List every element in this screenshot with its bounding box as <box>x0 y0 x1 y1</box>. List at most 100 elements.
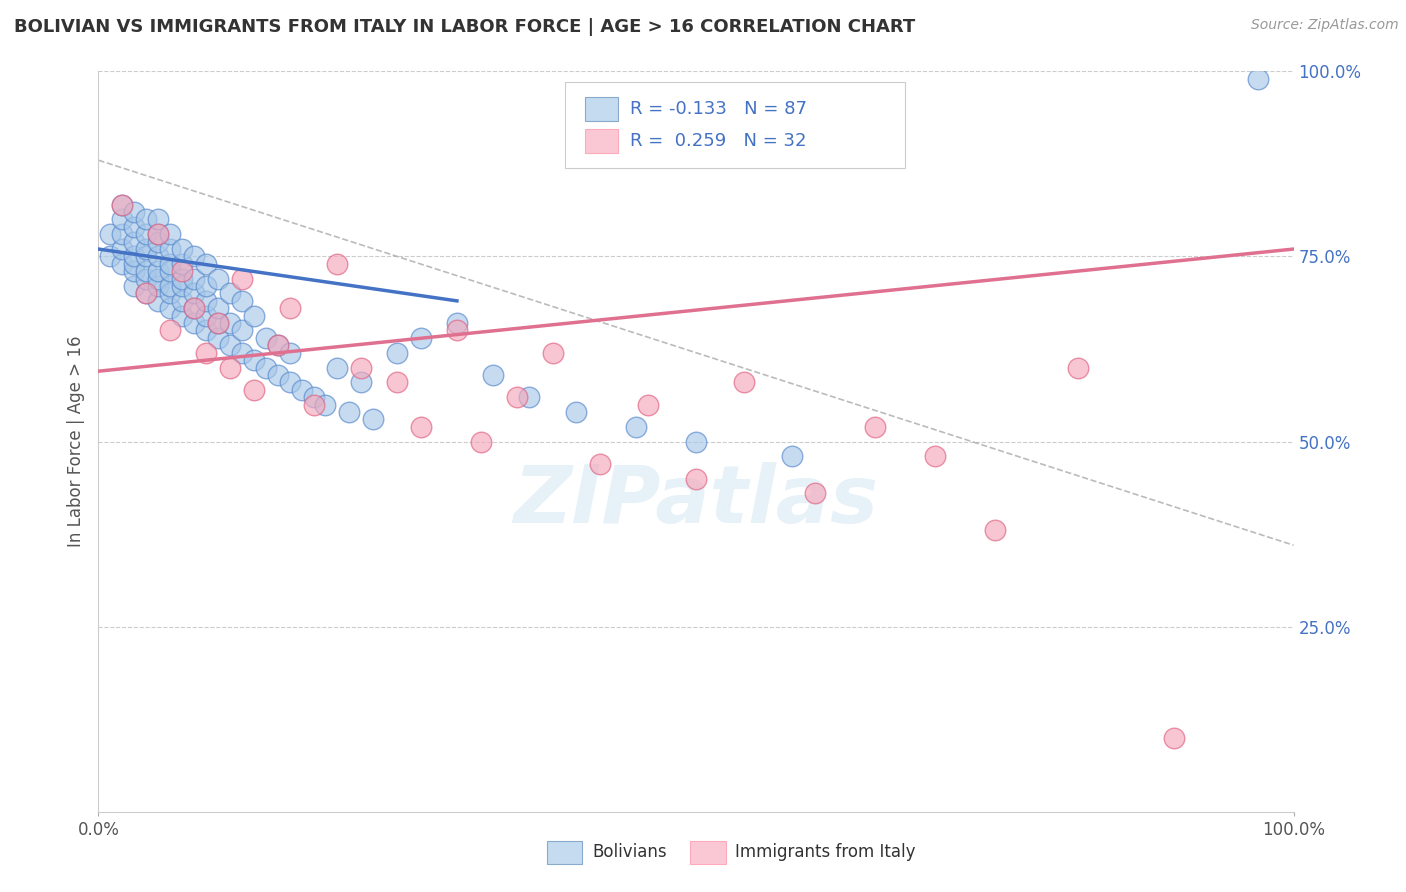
Point <box>195 324 218 338</box>
Point <box>267 368 290 382</box>
FancyBboxPatch shape <box>565 82 905 168</box>
Point <box>1247 71 1270 86</box>
Point <box>470 434 492 449</box>
Point <box>148 227 170 242</box>
Text: Source: ZipAtlas.com: Source: ZipAtlas.com <box>1251 18 1399 32</box>
Point <box>111 212 134 227</box>
Point <box>481 368 505 382</box>
Point <box>98 227 122 242</box>
Point <box>159 286 181 301</box>
Text: Bolivians: Bolivians <box>592 844 666 862</box>
Point <box>243 353 266 368</box>
Point <box>243 383 266 397</box>
Y-axis label: In Labor Force | Age > 16: In Labor Force | Age > 16 <box>66 335 84 548</box>
Point <box>172 293 194 308</box>
Point <box>231 345 253 359</box>
Point <box>541 345 564 359</box>
Point <box>219 316 242 330</box>
Text: BOLIVIAN VS IMMIGRANTS FROM ITALY IN LABOR FORCE | AGE > 16 CORRELATION CHART: BOLIVIAN VS IMMIGRANTS FROM ITALY IN LAB… <box>14 18 915 36</box>
Point <box>195 293 218 308</box>
Point <box>267 338 290 352</box>
Point <box>984 524 1007 538</box>
Point <box>172 279 194 293</box>
Bar <box>690 841 725 863</box>
Point <box>148 250 170 264</box>
Point <box>183 271 205 285</box>
Point <box>231 293 253 308</box>
Point <box>195 257 218 271</box>
Point <box>98 250 122 264</box>
Point <box>254 331 277 345</box>
Text: Immigrants from Italy: Immigrants from Italy <box>735 844 915 862</box>
Point <box>195 279 218 293</box>
Point <box>111 242 134 256</box>
Point <box>195 345 218 359</box>
Point <box>183 286 205 301</box>
Point <box>111 227 134 242</box>
Point <box>135 242 157 256</box>
Point <box>589 457 612 471</box>
Point <box>231 271 253 285</box>
Point <box>804 486 827 500</box>
Point <box>159 279 181 293</box>
Point <box>446 324 468 338</box>
Point <box>135 227 157 242</box>
Text: ZIPatlas: ZIPatlas <box>513 462 879 540</box>
Point <box>411 419 433 434</box>
Point <box>924 450 946 464</box>
Point <box>363 412 385 426</box>
Point <box>291 383 314 397</box>
Point <box>517 390 540 404</box>
Point <box>326 360 349 375</box>
Point <box>148 227 170 242</box>
Point <box>637 398 659 412</box>
Point <box>159 242 181 256</box>
Point <box>135 286 157 301</box>
Point <box>159 324 181 338</box>
Point <box>172 264 194 278</box>
Text: R = -0.133   N = 87: R = -0.133 N = 87 <box>630 100 807 118</box>
Point <box>124 250 146 264</box>
Point <box>135 286 157 301</box>
Point <box>183 316 205 330</box>
Point <box>350 376 373 390</box>
Point <box>733 376 755 390</box>
Point <box>254 360 277 375</box>
Point <box>506 390 529 404</box>
Point <box>124 279 146 293</box>
Point <box>135 250 157 264</box>
Point <box>1067 360 1090 375</box>
Point <box>183 301 205 316</box>
Point <box>135 212 157 227</box>
Point <box>124 235 146 249</box>
Point <box>111 197 134 211</box>
Point <box>302 390 325 404</box>
Point <box>148 293 170 308</box>
Point <box>350 360 373 375</box>
Point <box>135 271 157 285</box>
Point <box>243 309 266 323</box>
Point <box>267 338 290 352</box>
Point <box>315 398 337 412</box>
Point <box>219 360 242 375</box>
Point <box>446 316 468 330</box>
Point <box>219 286 242 301</box>
Point <box>159 227 181 242</box>
Point <box>159 257 181 271</box>
Point <box>626 419 648 434</box>
Point <box>183 301 205 316</box>
Point <box>780 450 803 464</box>
Point <box>411 331 433 345</box>
Point <box>385 376 409 390</box>
Point <box>865 419 887 434</box>
Point <box>207 271 229 285</box>
Point <box>124 205 146 219</box>
Point <box>159 264 181 278</box>
Bar <box>585 129 619 153</box>
Point <box>172 309 194 323</box>
Point <box>231 324 253 338</box>
Point <box>159 301 181 316</box>
Point <box>124 257 146 271</box>
Point <box>207 316 229 330</box>
Point <box>278 301 301 316</box>
